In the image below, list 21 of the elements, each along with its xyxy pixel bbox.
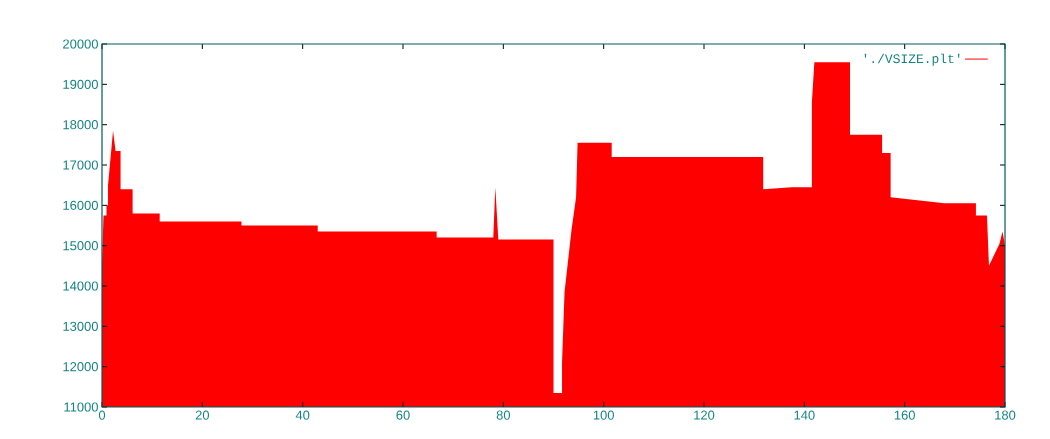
legend-label: './VSIZE.plt' (864, 53, 960, 66)
y-tick-label: 11000 (64, 402, 98, 412)
y-tick-label: 19000 (63, 79, 98, 89)
y-tick-label: 16000 (63, 200, 98, 210)
y-tick-label: 15000 (63, 241, 98, 251)
y-tick-label: 14000 (63, 281, 98, 291)
x-tick-label: 180 (995, 410, 1016, 420)
x-tick-label: 140 (794, 410, 815, 420)
x-tick-label: 40 (295, 410, 310, 420)
y-tick-label: 20000 (63, 39, 98, 49)
y-tick-label: 17000 (63, 160, 98, 170)
y-tick-label: 13000 (63, 321, 98, 331)
x-tick-label: 20 (195, 410, 210, 420)
x-tick-label: 80 (496, 410, 511, 420)
x-tick-label: 60 (396, 410, 410, 420)
x-tick-label: 100 (593, 410, 614, 420)
x-tick-label: 160 (894, 410, 915, 420)
y-tick-label: 18000 (63, 120, 98, 130)
y-tick-label: 12000 (63, 362, 98, 372)
x-tick-label: 120 (694, 410, 715, 420)
x-tick-label: 0 (98, 410, 106, 420)
